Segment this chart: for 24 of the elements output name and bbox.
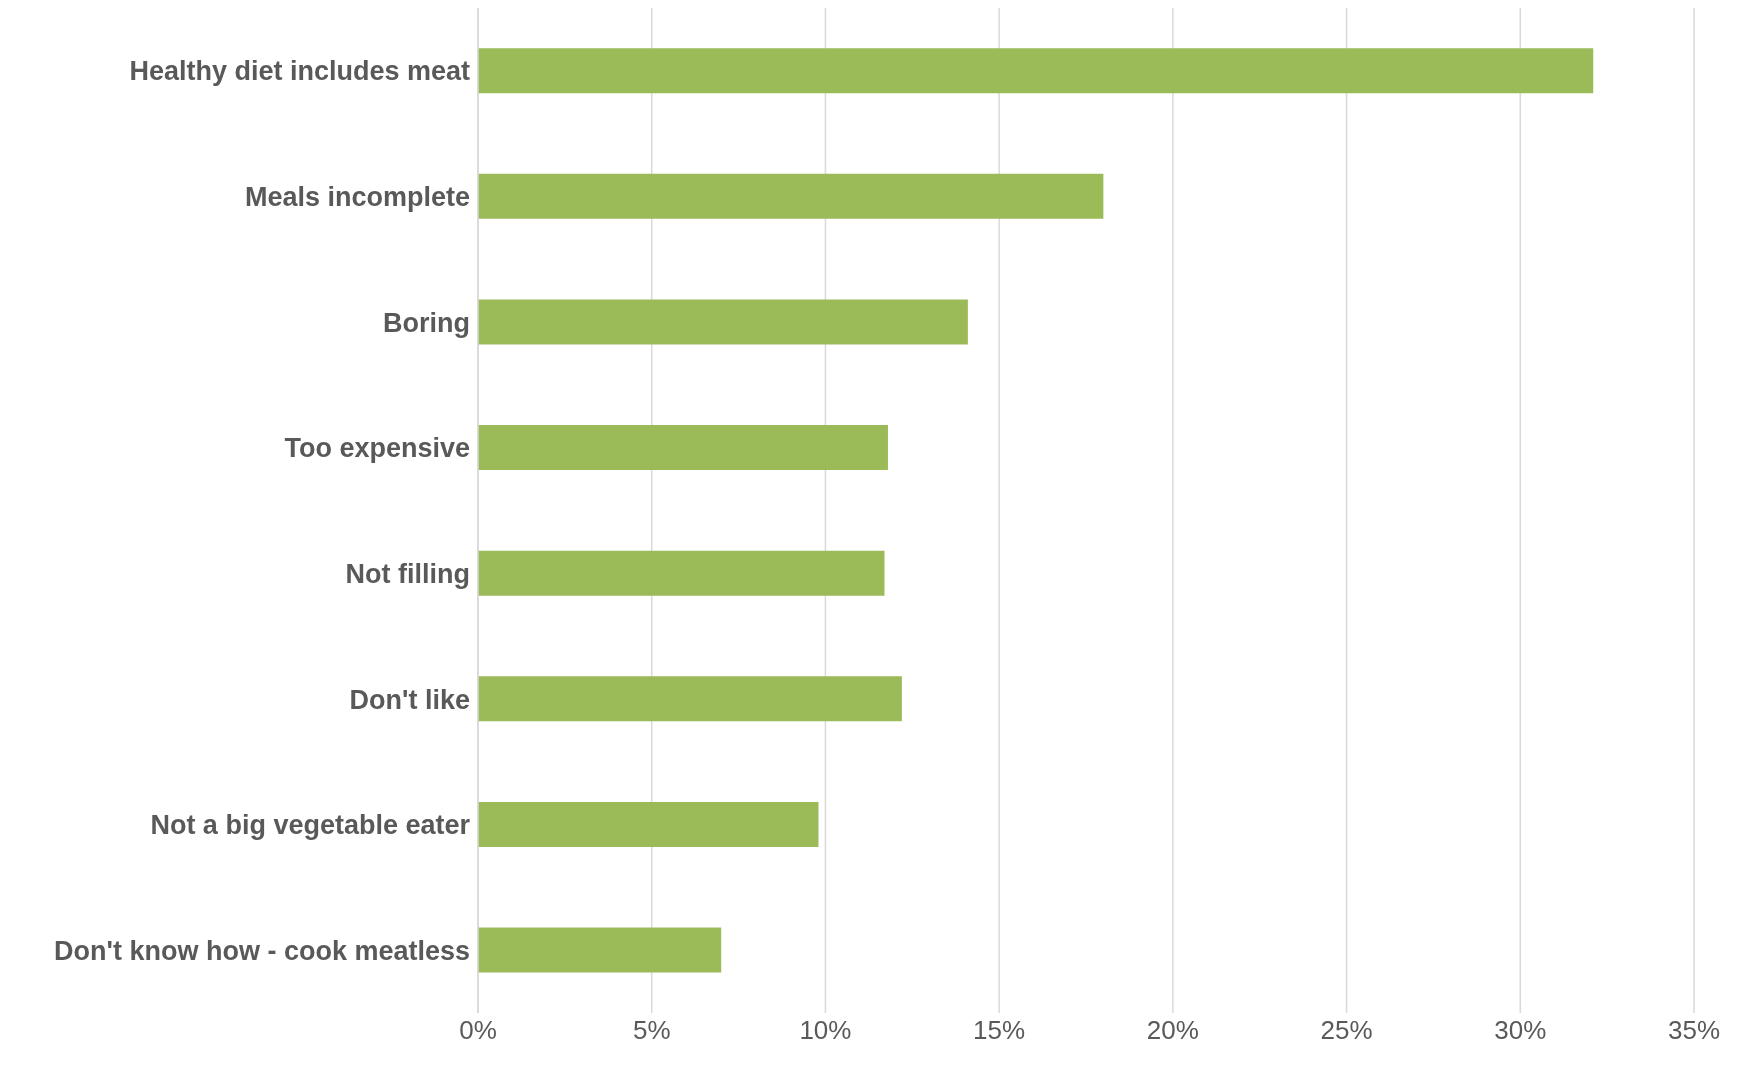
bar <box>478 676 902 722</box>
y-tick-label: Too expensive <box>284 433 470 464</box>
x-tick-label: 20% <box>1146 1015 1199 1046</box>
bar <box>478 801 819 847</box>
bar <box>478 425 888 471</box>
bar <box>478 550 885 596</box>
bar <box>478 927 722 973</box>
y-tick-label: Not filling <box>345 558 470 589</box>
x-tick-label: 25% <box>1320 1015 1373 1046</box>
bar <box>478 48 1594 94</box>
x-tick-label: 35% <box>1667 1015 1721 1046</box>
y-tick-label: Don't know how - cook meatless <box>54 935 470 966</box>
x-tick-label: 0% <box>459 1015 497 1046</box>
y-tick-label: Meals incomplete <box>244 182 470 213</box>
bar <box>478 173 1104 219</box>
x-tick-label: 5% <box>632 1015 671 1046</box>
bar <box>478 299 968 345</box>
x-tick-label: 30% <box>1494 1015 1547 1046</box>
y-tick-label: Boring <box>383 307 470 338</box>
y-tick-label: Not a big vegetable eater <box>150 810 471 841</box>
y-tick-label: Healthy diet includes meat <box>129 56 470 87</box>
y-tick-label: Don't like <box>349 684 470 715</box>
x-tick-label: 10% <box>799 1015 852 1046</box>
x-tick-label: 15% <box>973 1015 1026 1046</box>
